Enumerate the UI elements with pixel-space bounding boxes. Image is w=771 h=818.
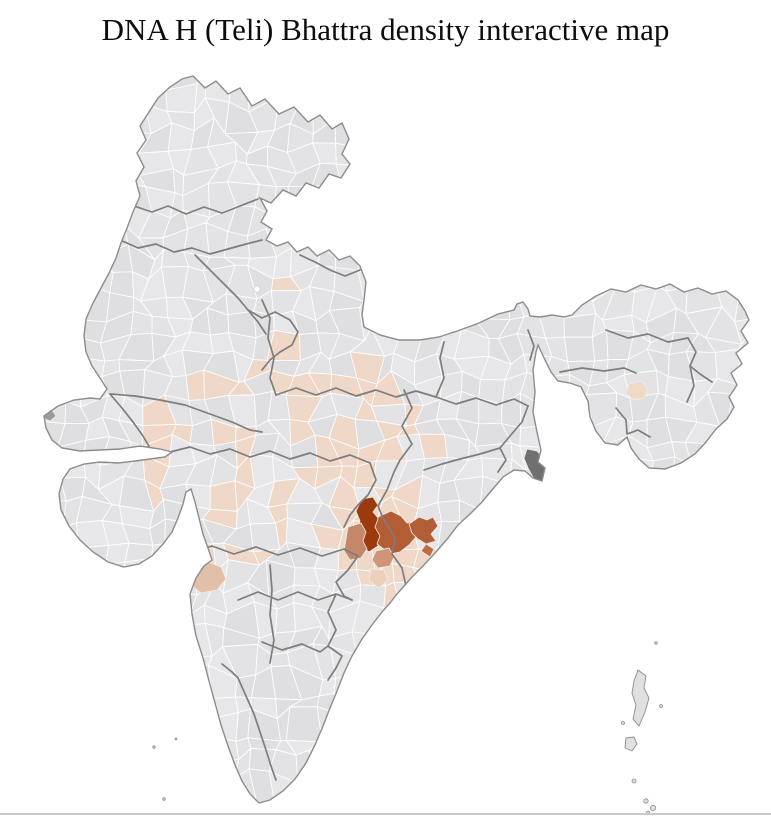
state-border-line (133, 198, 259, 215)
island-dot[interactable] (643, 798, 649, 804)
state-border-line (435, 341, 445, 398)
state-border-line (109, 393, 151, 449)
state-border-line (327, 645, 343, 681)
state-border-line (377, 389, 413, 587)
state-border-line (615, 407, 651, 438)
bottom-divider (0, 813, 771, 815)
state-border-line (194, 254, 267, 335)
district-west-salmon[interactable] (343, 522, 368, 561)
state-border-line (119, 239, 263, 255)
state-border-line (343, 462, 377, 528)
district-south-salmon[interactable] (371, 547, 395, 569)
state-border-line (686, 365, 695, 403)
state-border-line (497, 447, 507, 473)
state-border-line (221, 663, 239, 679)
island-dot[interactable] (631, 778, 637, 784)
district-below-pale[interactable] (368, 568, 389, 589)
island-dot[interactable] (152, 745, 156, 749)
island-dot[interactable] (621, 721, 625, 725)
india-coast-outline (43, 75, 750, 804)
island-dot[interactable] (654, 641, 658, 645)
state-border-line (605, 329, 689, 343)
little-andaman[interactable] (624, 736, 638, 752)
district-east-brown[interactable] (408, 516, 439, 545)
state-border-line (237, 677, 277, 781)
highlighted-districts[interactable] (43, 380, 649, 594)
district-meghalaya-pale[interactable] (625, 380, 649, 401)
state-border-line (261, 641, 329, 653)
state-border-line (559, 367, 637, 374)
island-dot[interactable] (659, 704, 663, 708)
island-dot[interactable] (162, 797, 166, 801)
state-border-line (527, 329, 535, 361)
andaman-nicobar-lakshadweep-islands[interactable] (152, 641, 663, 816)
state-border-line (275, 387, 437, 398)
state-border-line (149, 446, 371, 464)
page-title: DNA H (Teli) Bhattra density interactive… (101, 12, 670, 47)
state-border-line (327, 593, 337, 647)
delhi-district[interactable] (253, 285, 261, 293)
state-border-line (269, 564, 275, 664)
state-border-line (335, 555, 359, 601)
state-border-line (435, 396, 529, 407)
andaman-main[interactable] (631, 669, 650, 727)
state-border-line (299, 254, 361, 277)
state-border-line (247, 309, 299, 371)
state-border-line (423, 447, 501, 471)
district-brown-arm[interactable] (420, 543, 435, 558)
state-border-line (109, 393, 263, 433)
island-dot[interactable] (650, 805, 657, 812)
state-border-line (499, 405, 529, 449)
district-sundarbans-gray[interactable] (523, 448, 549, 484)
island-dot[interactable] (174, 737, 178, 741)
state-borders (109, 198, 713, 781)
